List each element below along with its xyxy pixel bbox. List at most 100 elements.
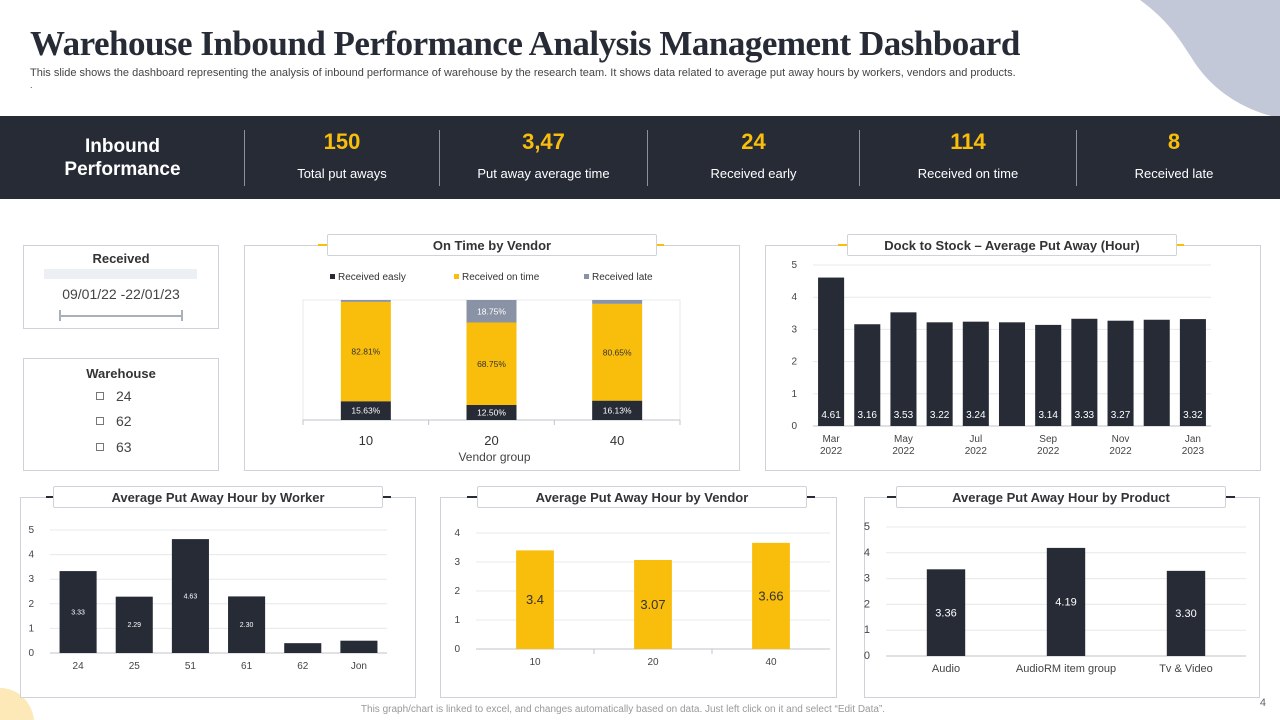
date-slider[interactable]	[59, 315, 183, 317]
bar	[752, 542, 790, 649]
warehouse-option-label: 24	[116, 388, 132, 404]
bar-segment	[592, 400, 643, 420]
bar	[1143, 319, 1170, 426]
x-tick-label: 40	[610, 433, 624, 448]
chart-title: On Time by Vendor	[327, 234, 657, 256]
x-tick-label: AudioRM item group	[1016, 663, 1116, 675]
x-tick-label: May	[894, 434, 913, 445]
page-title: Warehouse Inbound Performance Analysis M…	[30, 24, 1020, 63]
x-tick-label: Sep	[1039, 434, 1057, 445]
data-label: 3.24	[966, 410, 986, 421]
x-tick-label: Nov	[1112, 434, 1130, 445]
x-tick-label: 2022	[820, 446, 843, 457]
data-label: 4.63	[184, 593, 198, 600]
y-tick-label: 4	[28, 550, 34, 561]
date-slider-start-handle[interactable]	[59, 310, 61, 321]
y-tick-label: 2	[791, 357, 797, 368]
x-tick-label: 61	[241, 661, 253, 672]
bar	[115, 596, 153, 653]
x-tick-label: Tv & Video	[1159, 663, 1213, 675]
bar	[1046, 547, 1086, 656]
x-tick-label: 51	[185, 661, 197, 672]
x-tick-label: 40	[765, 657, 777, 668]
bar	[228, 596, 266, 653]
x-tick-label: Mar	[822, 434, 840, 445]
bar-segment	[340, 300, 391, 302]
y-tick-label: 1	[454, 615, 460, 626]
page-subtitle: This slide shows the dashboard represent…	[30, 67, 1016, 79]
legend-swatch	[584, 274, 589, 279]
data-label: 15.63%	[351, 406, 380, 416]
chart-title: Average Put Away Hour by Vendor	[477, 486, 807, 508]
bar	[890, 312, 917, 426]
bar	[926, 569, 966, 656]
legend-swatch	[330, 274, 335, 279]
bar-segment	[340, 401, 391, 420]
warehouse-option[interactable]: 63	[96, 439, 132, 455]
bar	[634, 559, 672, 649]
bar	[998, 322, 1026, 426]
data-label: 12.50%	[477, 408, 506, 418]
y-tick-label: 3	[864, 573, 870, 585]
bar-segment	[466, 405, 517, 420]
kpi-label: Received early	[710, 166, 797, 181]
kpi-put-away-average-time: 3,47 Put away average time	[440, 116, 647, 199]
put-away-by-product-chart: 0 1 2 3 4 5 3.36 Audio 4.19 AudioRM item group 3.3…	[864, 521, 1246, 675]
date-slider-end-handle[interactable]	[181, 310, 183, 321]
kpi-value: 150	[323, 129, 361, 154]
legend-swatch	[454, 274, 459, 279]
bar	[340, 640, 378, 653]
warehouse-option-label: 62	[116, 413, 132, 429]
data-label: 3.22	[930, 410, 950, 421]
warehouse-option[interactable]: 24	[96, 388, 132, 404]
y-tick-label: 0	[864, 650, 870, 662]
corner-decoration-bottom	[0, 680, 40, 720]
checkbox[interactable]	[96, 417, 104, 425]
x-tick-label: 20	[484, 433, 498, 448]
data-label: 2.30	[240, 622, 254, 629]
bar	[854, 324, 881, 426]
y-tick-label: 1	[791, 389, 797, 400]
x-tick-label: 2022	[1109, 446, 1132, 457]
kpi-divider	[244, 130, 245, 186]
bar	[1071, 318, 1098, 426]
y-tick-label: 4	[454, 528, 460, 539]
y-tick-label: 0	[454, 644, 460, 655]
x-tick-label: 62	[297, 661, 309, 672]
checkbox[interactable]	[96, 392, 104, 400]
y-tick-label: 2	[454, 586, 460, 597]
chart-title: Average Put Away Hour by Worker	[53, 486, 383, 508]
page-number: 4	[1259, 697, 1266, 709]
bar	[926, 322, 953, 426]
bar	[1107, 320, 1134, 426]
chart-title: Average Put Away Hour by Product	[896, 486, 1226, 508]
data-label: 3.16	[858, 410, 878, 421]
kpi-label: Put away average time	[477, 166, 610, 181]
received-label: Received	[92, 251, 150, 266]
y-tick-label: 5	[791, 260, 797, 271]
kpi-label: Total put aways	[297, 166, 387, 181]
y-tick-label: 3	[791, 324, 797, 335]
kpi-value: 24	[741, 129, 766, 154]
x-tick-label: 24	[73, 661, 85, 672]
y-tick-label: 3	[28, 574, 34, 585]
x-tick-label: Jul	[969, 434, 982, 445]
data-label: 3.66	[758, 588, 783, 603]
legend-label: Received on time	[462, 272, 540, 283]
warehouse-option[interactable]: 62	[96, 413, 132, 429]
x-tick-label: 2022	[1037, 446, 1060, 457]
subtitle-dot: .	[30, 80, 33, 90]
kpi-value: 3,47	[522, 129, 565, 154]
data-label: 3.33	[1075, 410, 1095, 421]
x-tick-label: 25	[129, 661, 141, 672]
kpi-divider	[647, 130, 648, 186]
data-label: 3.32	[1183, 410, 1203, 421]
data-label: 3.07	[640, 597, 665, 612]
warehouse-option-label: 63	[116, 439, 132, 455]
x-tick-label: 2022	[892, 446, 915, 457]
checkbox[interactable]	[96, 443, 104, 451]
x-axis-title: Vendor group	[458, 450, 530, 464]
bar-segment	[592, 300, 643, 304]
bar	[962, 321, 989, 426]
bar-segment	[340, 301, 391, 402]
